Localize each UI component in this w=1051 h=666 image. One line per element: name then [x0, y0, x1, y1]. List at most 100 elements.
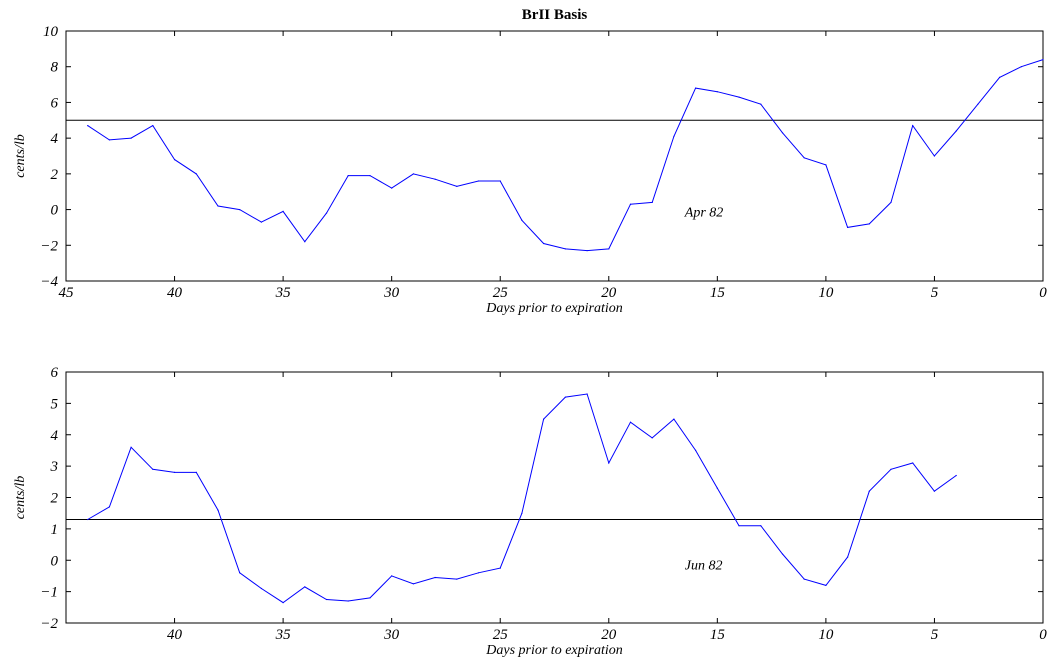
x-tick-label: 40: [167, 285, 183, 301]
data-point: [260, 221, 262, 223]
data-point: [933, 155, 936, 157]
x-tick-label: 15: [710, 285, 726, 301]
data-point: [825, 584, 827, 587]
data-point: [412, 173, 414, 175]
y-tick-label: 4: [51, 428, 59, 444]
data-point: [347, 175, 349, 177]
data-point: [608, 248, 610, 250]
data-point: [87, 125, 89, 127]
data-point: [629, 203, 632, 205]
data-point: [477, 572, 480, 574]
data-point: [695, 87, 697, 89]
data-point: [282, 602, 284, 604]
data-point: [456, 185, 458, 187]
x-axis-label: Days prior to expiration: [485, 643, 623, 658]
data-point: [174, 159, 176, 161]
data-point: [130, 137, 132, 139]
data-point: [239, 209, 241, 211]
data-point: [673, 418, 675, 420]
x-tick-label: 25: [493, 285, 509, 301]
data-point: [391, 575, 393, 577]
data-point: [108, 139, 110, 141]
data-point: [716, 91, 718, 93]
data-point: [499, 180, 501, 182]
data-point: [499, 567, 501, 569]
data-point: [130, 446, 132, 448]
data-point: [217, 509, 219, 511]
data-point: [847, 556, 849, 558]
x-tick-label: 45: [59, 285, 75, 301]
y-tick-label: 6: [51, 95, 59, 111]
data-point: [434, 178, 436, 180]
data-point: [564, 396, 567, 398]
data-point: [738, 96, 740, 98]
data-point: [434, 576, 436, 579]
data-point: [239, 572, 241, 574]
data-point: [999, 76, 1001, 78]
data-point: [912, 125, 914, 127]
x-tick-label: 5: [931, 285, 939, 301]
data-point: [304, 586, 306, 588]
y-tick-label: 10: [43, 24, 59, 40]
data-point: [456, 578, 458, 580]
x-tick-label: 35: [275, 285, 292, 301]
data-point: [369, 597, 371, 599]
data-point: [868, 490, 870, 492]
data-point: [108, 506, 110, 508]
data-point: [933, 490, 936, 492]
x-tick-label: 5: [931, 627, 939, 643]
basis-series-line: [87, 393, 957, 604]
data-point: [152, 125, 154, 127]
y-axis-label: cents/lb: [13, 476, 28, 520]
data-point: [304, 241, 306, 243]
data-point: [760, 103, 762, 105]
data-point: [803, 157, 805, 159]
data-point: [217, 205, 219, 207]
data-point: [651, 201, 653, 203]
data-point: [825, 164, 827, 166]
x-axis-label: Days prior to expiration: [485, 301, 623, 316]
y-tick-label: 0: [51, 203, 59, 219]
y-tick-label: 1: [51, 522, 59, 538]
y-tick-label: 2: [51, 491, 59, 507]
series-annotation: Jun 82: [685, 559, 723, 574]
x-tick-label: 20: [601, 627, 617, 643]
x-tick-label: 30: [383, 627, 400, 643]
data-point: [890, 201, 892, 203]
data-point: [738, 525, 740, 527]
y-tick-label: 4: [51, 131, 59, 147]
x-tick-label: 35: [275, 627, 292, 643]
data-point: [325, 212, 328, 214]
y-tick-label: 6: [51, 365, 59, 381]
data-point: [781, 553, 784, 555]
data-point: [1042, 59, 1044, 61]
data-point: [608, 462, 610, 464]
data-point: [651, 437, 653, 439]
data-point: [347, 600, 349, 602]
data-point: [174, 471, 176, 473]
data-point: [890, 468, 892, 470]
y-tick-label: 0: [51, 553, 59, 569]
data-point: [260, 587, 262, 590]
data-point: [477, 180, 480, 182]
data-point: [369, 175, 371, 177]
series-annotation: Apr 82: [684, 206, 724, 221]
data-point: [152, 468, 154, 470]
data-point: [586, 393, 588, 395]
plot-frame: [65, 371, 1044, 624]
data-point: [543, 242, 545, 245]
x-tick-label: 30: [383, 285, 400, 301]
x-tick-label: 15: [710, 627, 726, 643]
data-point: [673, 135, 675, 137]
y-tick-label: 5: [51, 396, 59, 412]
x-tick-label: 10: [818, 627, 834, 643]
x-tick-label: 40: [167, 627, 183, 643]
data-point: [325, 598, 328, 601]
y-tick-label: −2: [40, 616, 58, 632]
x-tick-label: 25: [493, 627, 509, 643]
data-point: [521, 219, 523, 221]
data-point: [521, 512, 523, 514]
data-point: [847, 226, 849, 228]
